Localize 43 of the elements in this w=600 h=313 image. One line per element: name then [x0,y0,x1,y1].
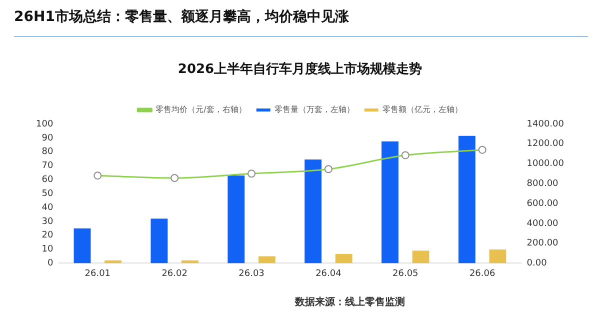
x-tick-label: 26.01 [84,268,111,279]
y2-tick-label: 1400.00 [526,119,564,130]
y-tick-label: 0 [47,258,54,269]
bar [458,136,476,264]
y2-tick-label: 800.00 [526,179,559,189]
legend-label: 零售量（万套，左轴） [274,105,354,114]
y-tick-label: 30 [42,216,54,227]
bar [258,256,276,264]
chart-title: 26H1市场总结：零售量、额逐月攀高，均价稳中见涨 [14,8,349,26]
y-tick-label: 40 [42,202,54,213]
legend-label: 零售额（亿元，左轴） [382,105,462,114]
source-note: 数据来源：线上零售监测 [295,296,405,309]
y-tick-label: 80 [42,147,54,158]
y-tick-label: 60 [42,175,54,186]
x-tick-label: 26.04 [316,268,342,279]
y2-tick-label: 1200.00 [526,139,564,150]
bar [412,250,430,264]
y-tick-label: 20 [42,230,54,241]
y2-tick-label: 1000.00 [526,159,564,170]
chart-subtitle: 2026上半年自行车月度线上市场规模走势 [176,60,424,78]
bar [182,260,198,264]
y-tick-label: 70 [42,161,54,172]
x-tick-label: 26.02 [162,268,188,279]
y-tick-label: 50 [42,188,54,199]
y2-tick-label: 200.00 [526,238,559,249]
bar [228,176,245,264]
bar [335,254,352,264]
x-tick-label: 26.03 [238,268,264,279]
y-tick-label: 10 [42,244,54,255]
x-tick-label: 26.05 [392,268,418,279]
bar [304,159,322,264]
bar [74,228,91,264]
y-tick-label: 90 [42,133,54,144]
y2-tick-label: 600.00 [526,198,559,209]
legend-label: 零售均价（元/套，右轴） [156,105,246,114]
x-tick-label: 26.06 [469,268,496,279]
bar [150,218,168,264]
bar [104,260,122,264]
bar [489,250,506,264]
y2-tick-label: 400.00 [526,218,559,229]
y2-tick-label: 0.00 [526,258,548,269]
y-tick-label: 100 [36,119,54,130]
bar [382,141,398,264]
